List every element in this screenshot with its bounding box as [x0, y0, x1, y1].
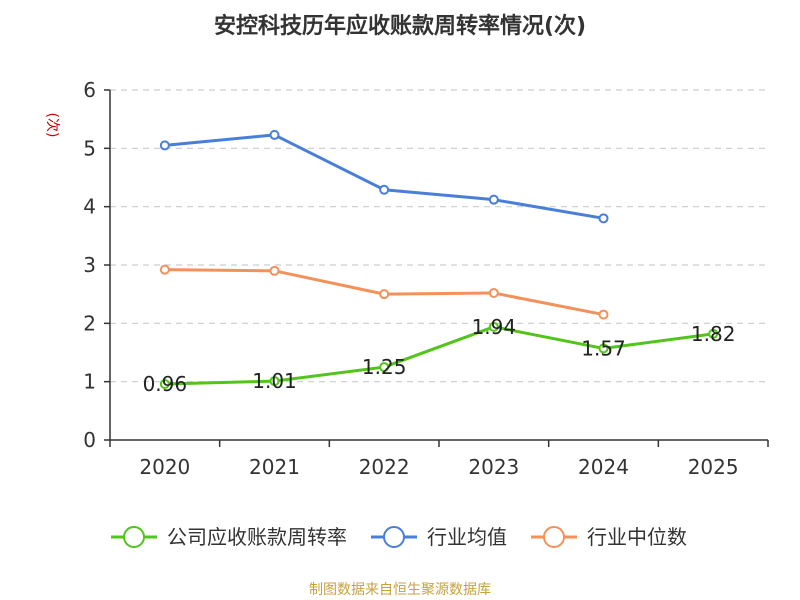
data-point[interactable]: [598, 213, 609, 224]
data-point[interactable]: [379, 184, 390, 195]
axes: 0 1 2 3 4 5 6 2020 2021 2022 2023 2024 2025: [83, 78, 769, 479]
legend-label: 行业均值: [427, 525, 507, 549]
data-point[interactable]: [159, 264, 170, 275]
y-axis-label: (次): [44, 113, 60, 138]
legend-marker: [123, 526, 145, 548]
y-tick-label: 3: [83, 253, 96, 277]
series-group: 0.96 1.01 1.25 1.94 1.57 1.82: [143, 129, 736, 396]
source-note: 制图数据来自恒生聚源数据库: [309, 582, 491, 598]
data-point[interactable]: [269, 376, 280, 387]
data-label: 1.25: [362, 355, 407, 379]
x-tick-label: 2025: [688, 455, 739, 479]
legend-marker: [543, 526, 565, 548]
data-point[interactable]: [269, 265, 280, 276]
data-point[interactable]: [598, 343, 609, 354]
x-tick-label: 2023: [468, 455, 519, 479]
series-0: 0.96 1.01 1.25 1.94 1.57 1.82: [143, 315, 736, 396]
x-tick-label: 2022: [359, 455, 410, 479]
data-point[interactable]: [159, 140, 170, 151]
chart-title: 安控科技历年应收账款周转率情况(次): [214, 13, 586, 39]
series-1: [159, 129, 609, 224]
data-point[interactable]: [488, 194, 499, 205]
data-point[interactable]: [598, 309, 609, 320]
legend-label: 行业中位数: [587, 525, 687, 549]
y-tick-label: 4: [83, 195, 96, 219]
series-line: [164, 325, 714, 386]
legend-label: 公司应收账款周转率: [167, 525, 347, 549]
series-2: [159, 264, 609, 320]
data-point[interactable]: [379, 362, 390, 373]
y-tick-label: 0: [83, 428, 96, 452]
data-label: 1.94: [472, 315, 517, 339]
grid-lines: [110, 89, 768, 383]
data-point[interactable]: [159, 379, 170, 389]
data-label: 1.01: [252, 369, 297, 393]
legend-marker: [383, 526, 405, 548]
data-point[interactable]: [488, 288, 499, 298]
x-tick-label: 2021: [249, 455, 300, 479]
legend-item[interactable]: 公司应收账款周转率: [111, 525, 347, 549]
data-point[interactable]: [488, 321, 499, 332]
y-tick-label: 1: [83, 370, 96, 394]
data-point[interactable]: [708, 328, 719, 339]
data-label: 0.96: [143, 372, 188, 396]
legend-item[interactable]: 行业中位数: [531, 525, 687, 549]
data-point[interactable]: [379, 289, 390, 300]
x-tick-label: 2024: [578, 455, 629, 479]
y-tick-label: 5: [83, 136, 96, 160]
data-point[interactable]: [269, 129, 280, 140]
legend-item[interactable]: 行业均值: [371, 525, 507, 549]
y-tick-label: 6: [83, 78, 96, 102]
x-tick-label: 2020: [139, 455, 190, 479]
legend[interactable]: 公司应收账款周转率 行业均值 行业中位数: [111, 525, 687, 549]
series-line: [164, 133, 604, 220]
y-tick-label: 2: [83, 311, 96, 335]
data-label: 1.57: [581, 336, 626, 360]
data-label: 1.82: [691, 322, 736, 346]
